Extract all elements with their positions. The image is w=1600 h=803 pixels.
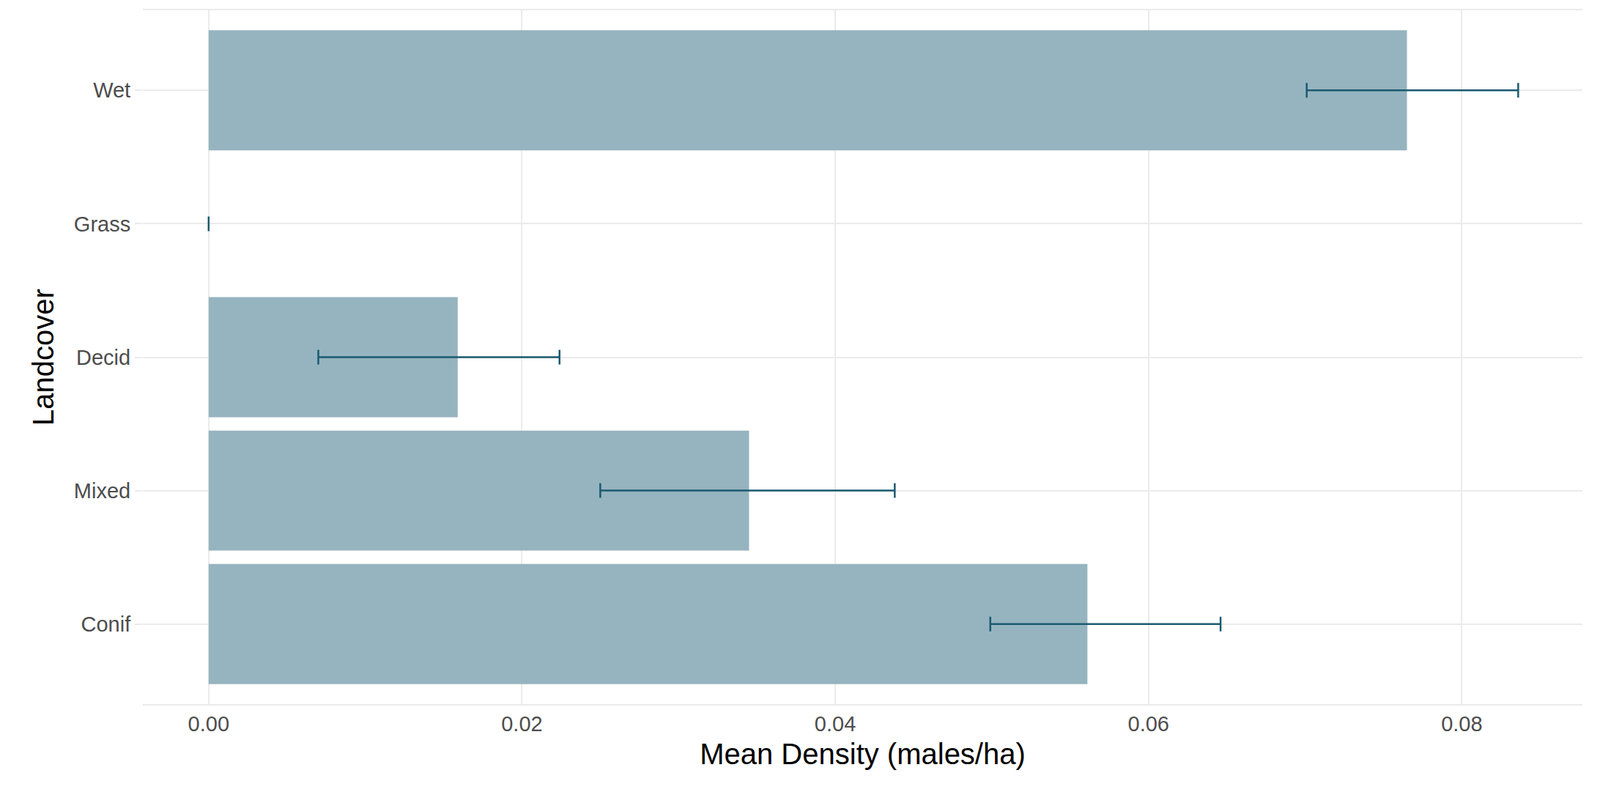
svg-text:Mean Density (males/ha): Mean Density (males/ha) — [699, 737, 1026, 770]
svg-text:Mixed: Mixed — [73, 479, 131, 503]
svg-text:Landcover: Landcover — [27, 288, 60, 426]
svg-text:0.08: 0.08 — [1441, 712, 1483, 736]
svg-text:0.06: 0.06 — [1127, 712, 1169, 736]
svg-text:Grass: Grass — [73, 212, 131, 236]
svg-text:Wet: Wet — [93, 78, 131, 102]
svg-text:0.04: 0.04 — [814, 712, 856, 736]
svg-text:Decid: Decid — [76, 345, 131, 370]
svg-text:Conif: Conif — [80, 612, 132, 636]
svg-text:0.02: 0.02 — [501, 712, 543, 736]
svg-text:0.00: 0.00 — [188, 712, 230, 736]
